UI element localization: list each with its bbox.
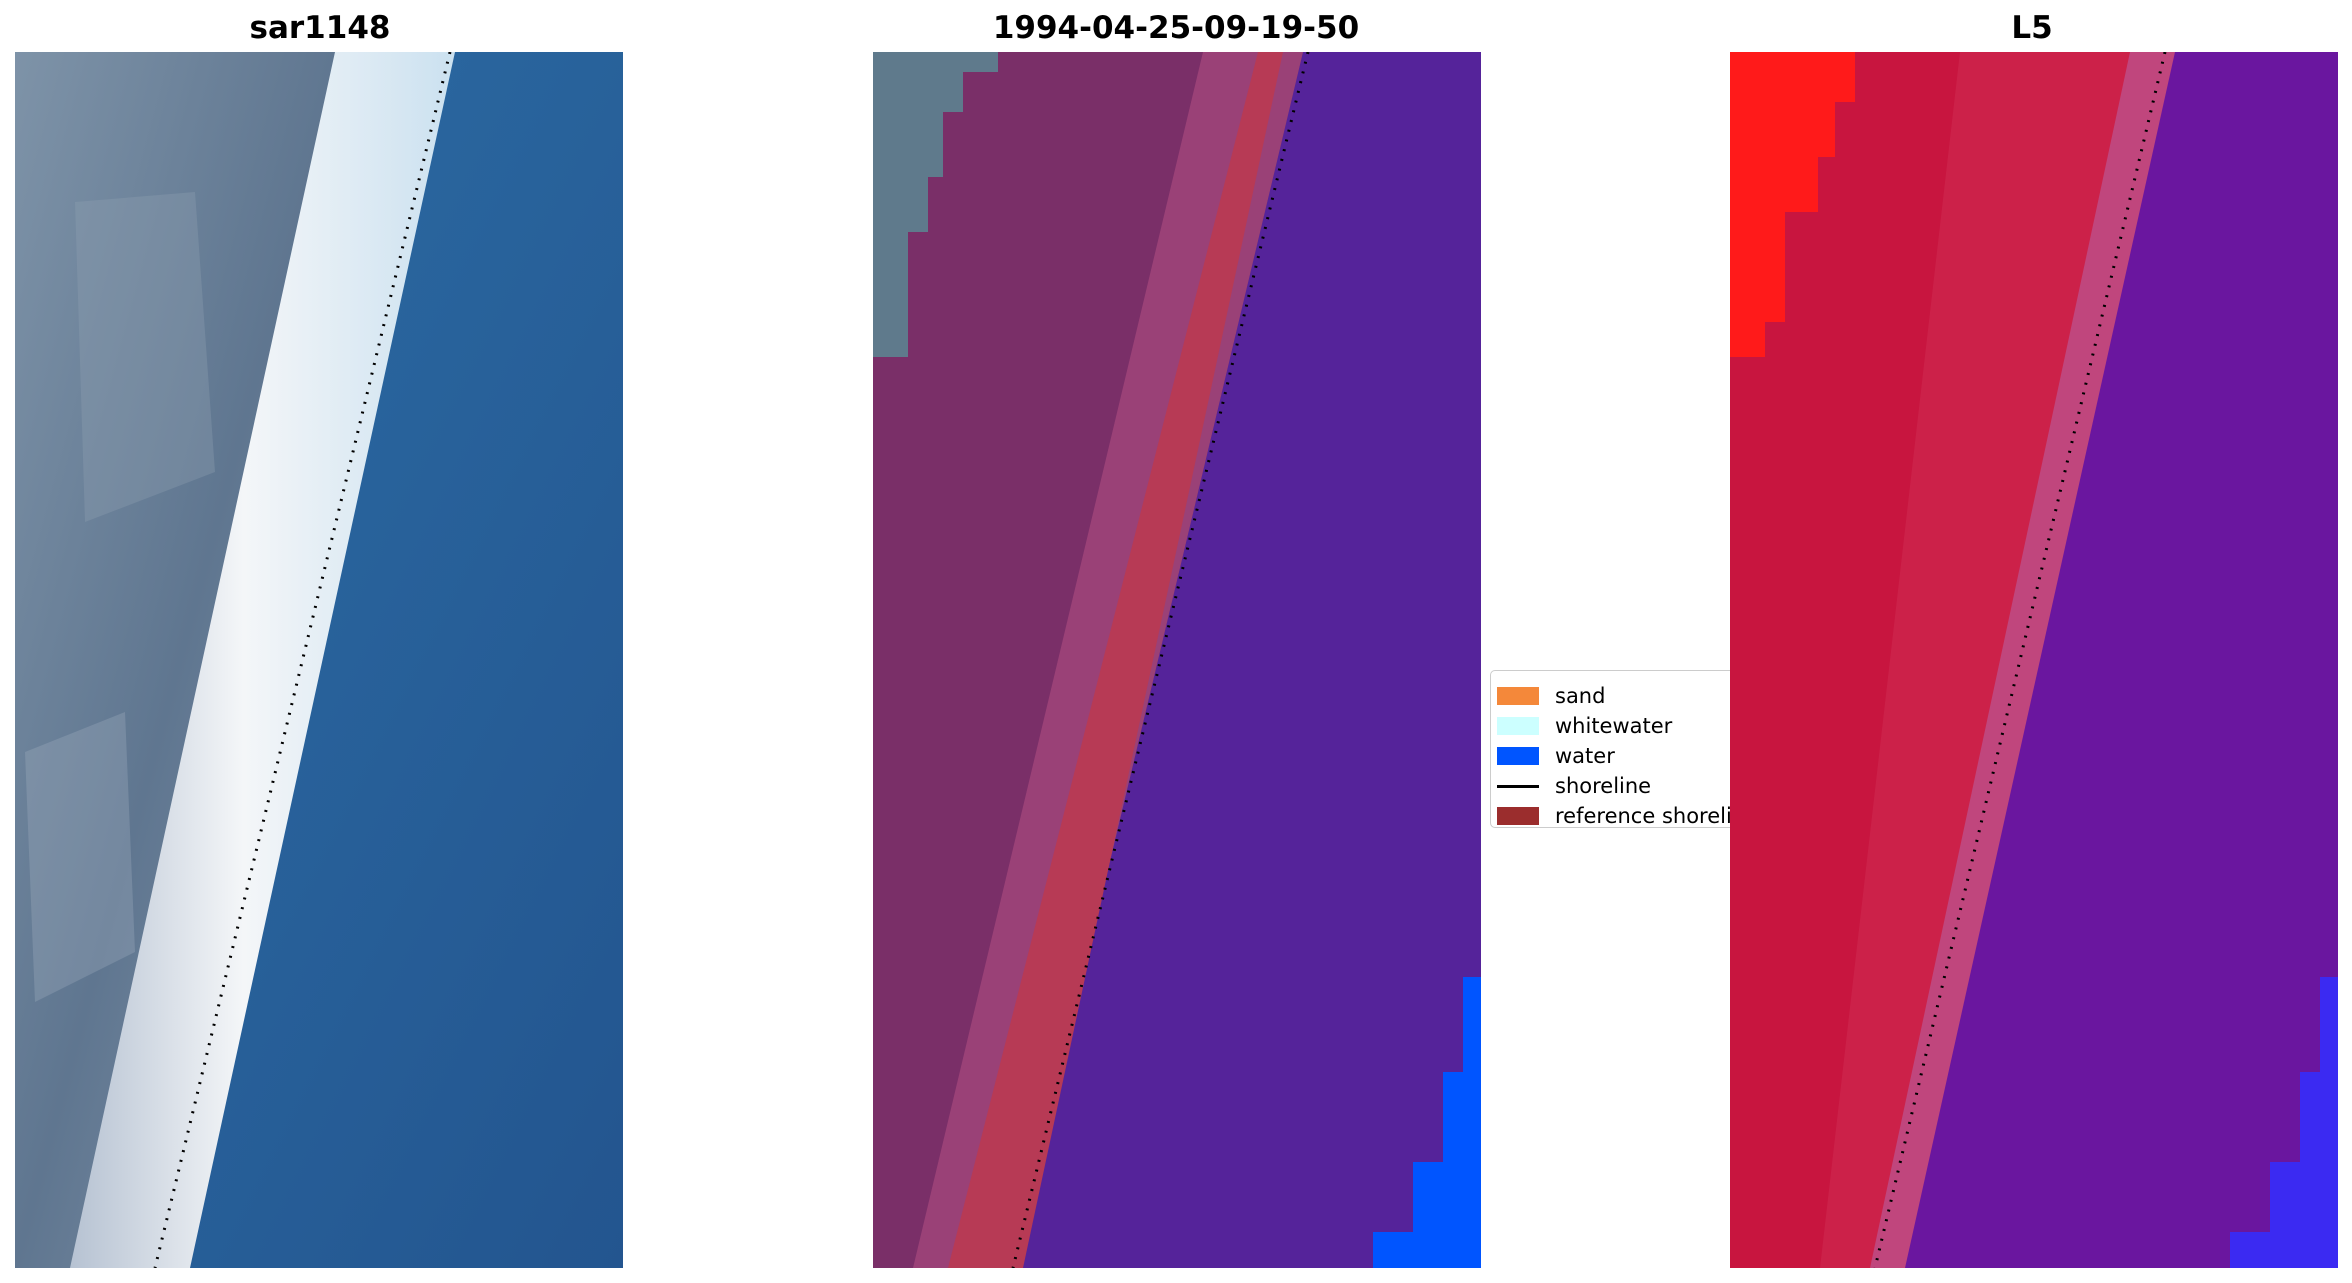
index-shoreline [1873,52,2167,1268]
legend-label-shoreline: shoreline [1555,774,1652,798]
legend-swatch-sand [1497,687,1539,705]
legend-label-sand: sand [1555,684,1606,708]
legend-item-water: water [1497,741,1615,771]
legend-line-shoreline [1497,784,1539,788]
legend-label-reference-shoreline: reference shoreline [1555,804,1738,828]
legend-item-sand: sand [1497,681,1605,711]
legend-swatch-reference-shoreline [1497,807,1539,825]
panel-classified-image [873,52,1481,1268]
legend-item-shoreline: shoreline [1497,771,1651,801]
class-water-corner [1373,977,1481,1268]
panel-title-3: L5 [2011,10,2053,46]
legend-label-water: water [1555,744,1615,768]
index-bright-red [1730,52,1855,357]
class-wet-sand [948,52,1283,1268]
panel-title-2: 1994-04-25-09-19-50 [992,10,1360,46]
panel-title-1: sar1148 [249,10,391,46]
rgb-land-patch [75,192,215,522]
panel-rgb-image [15,52,623,1268]
rgb-surf-zone [70,52,455,1268]
panel-index-image [1730,52,2338,1268]
legend-swatch-water [1497,747,1539,765]
index-shore-band [1870,52,2175,1268]
index-water-corner [2230,977,2338,1268]
rgb-land-patch [25,712,135,1002]
legend: sand whitewater water shoreline referenc… [1490,670,1738,828]
legend-item-reference-shoreline: reference shoreline [1497,801,1738,828]
legend-item-whitewater: whitewater [1497,711,1672,741]
legend-label-whitewater: whitewater [1555,714,1673,738]
rgb-land [15,52,345,1268]
legend-swatch-whitewater [1497,717,1539,735]
class-grey-corner [873,52,998,357]
